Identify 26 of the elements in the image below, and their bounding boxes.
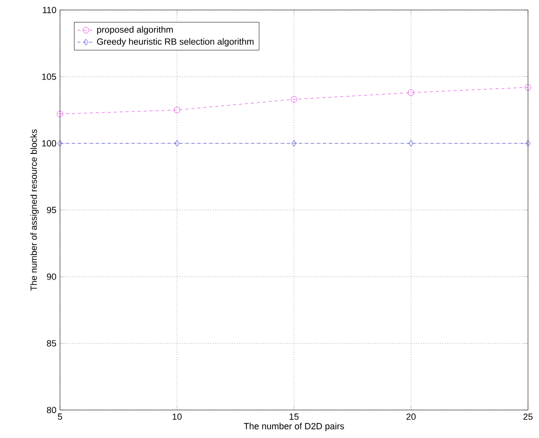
point [58, 140, 62, 147]
point [174, 106, 180, 114]
legend-label: proposed algorithm [97, 26, 173, 35]
point [408, 89, 414, 96]
x-tick-label: 20 [406, 414, 416, 420]
point [292, 140, 296, 147]
legend-label: Greedy heuristic RB selection algorithm [97, 38, 254, 47]
point [174, 140, 180, 147]
y-axis-title: The number of assigned resource blocks [30, 129, 39, 291]
point [56, 110, 64, 118]
point [408, 140, 414, 147]
x-axis-title: The number of D2D pairs [244, 422, 344, 432]
x-tick-label: 25 [523, 414, 533, 420]
y-tick-label: 105 [42, 73, 56, 80]
y-tick-label: 95 [46, 206, 56, 214]
y-tick-label: 85 [46, 340, 56, 347]
x-tick-label: 10 [172, 414, 182, 420]
point [526, 140, 530, 147]
point [524, 84, 532, 91]
y-tick-label: 100 [42, 140, 56, 147]
x-tick-label: 15 [290, 414, 299, 420]
y-tick-label: 80 [46, 406, 56, 414]
x-tick-label: 5 [58, 414, 62, 420]
y-tick-label: 110 [42, 6, 56, 14]
y-tick-label: 90 [46, 273, 56, 280]
point [290, 96, 298, 103]
